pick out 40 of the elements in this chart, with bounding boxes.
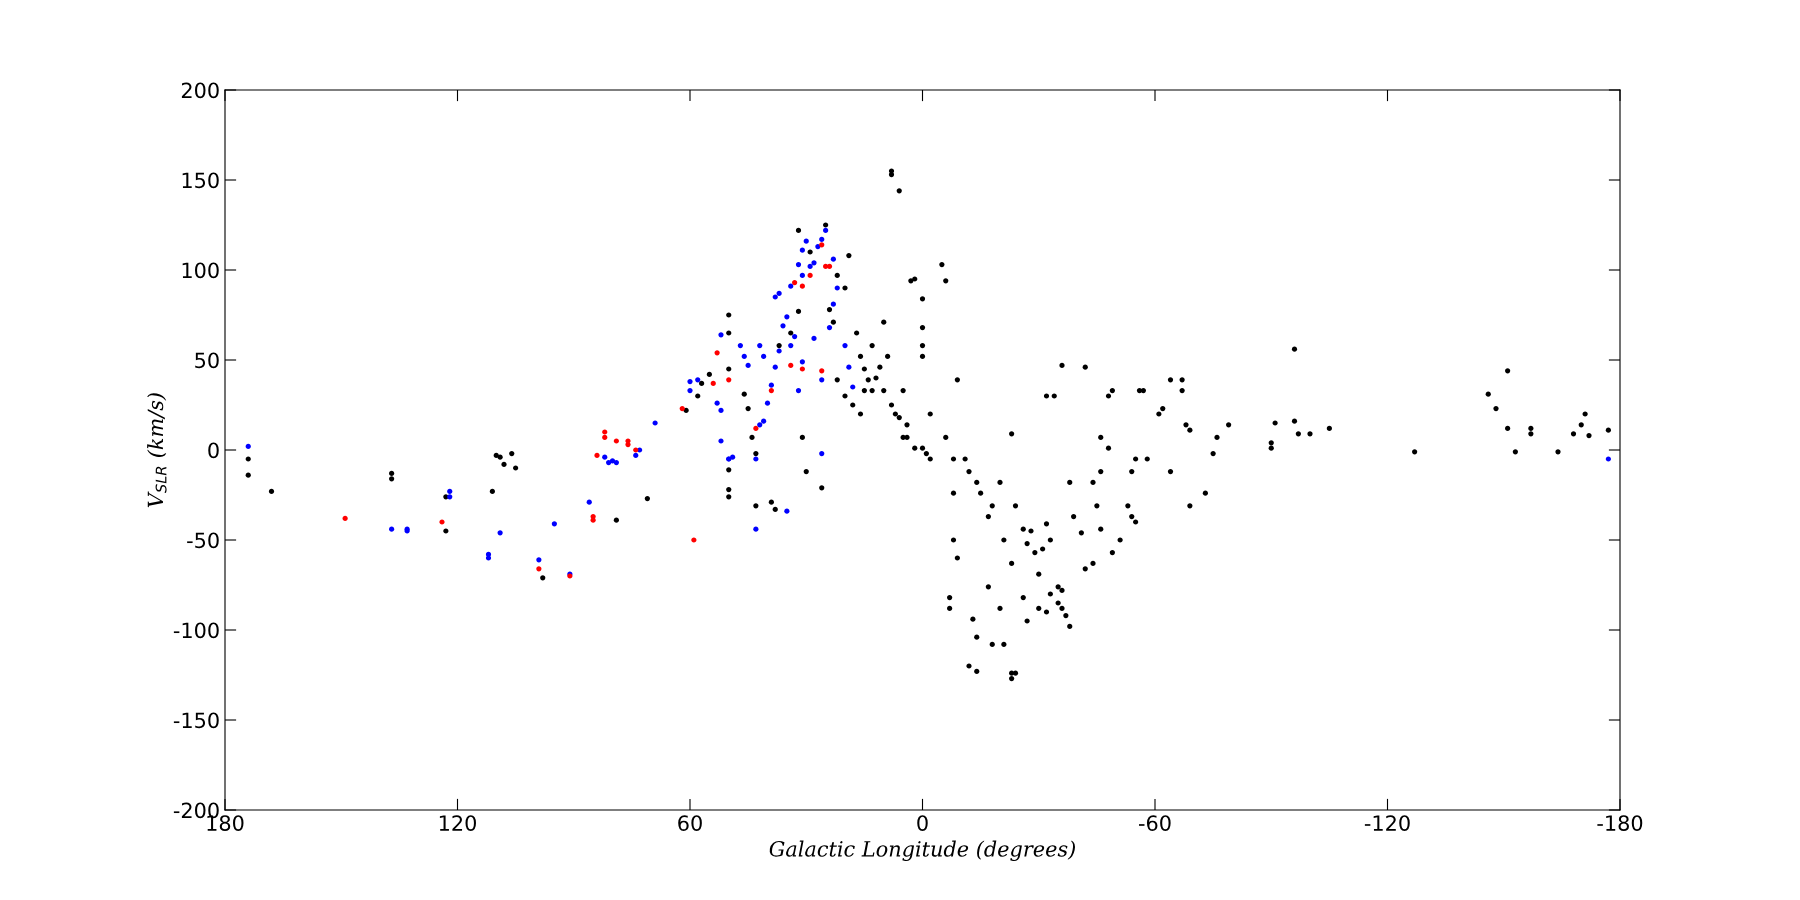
point xyxy=(799,283,805,289)
point xyxy=(807,272,813,278)
point xyxy=(439,519,445,525)
x-tick-label: 60 xyxy=(678,815,702,831)
x-tick-label: -120 xyxy=(1364,815,1410,831)
y-tick-label: 150 xyxy=(182,172,219,189)
y-tick-label: 200 xyxy=(181,82,219,99)
point xyxy=(726,377,732,383)
point xyxy=(342,515,348,521)
point xyxy=(826,263,833,269)
x-tick-label: -60 xyxy=(1139,815,1171,831)
y-tick-label: -50 xyxy=(187,532,219,549)
point xyxy=(819,368,825,374)
y-axis-title: V$_{SLR}$ (km/s) xyxy=(147,393,167,508)
point xyxy=(788,362,794,368)
point xyxy=(613,438,619,444)
point xyxy=(536,566,542,572)
point xyxy=(819,242,825,248)
point xyxy=(753,425,759,431)
point xyxy=(602,434,608,440)
x-tick-label: 120 xyxy=(439,815,476,831)
point xyxy=(691,537,697,543)
x-axis-title: Galactic Longitude (degrees) xyxy=(769,840,1075,862)
point xyxy=(633,447,639,453)
point xyxy=(710,380,716,386)
point xyxy=(625,442,631,448)
y-tick-label: -150 xyxy=(173,712,219,729)
y-tick-label: 0 xyxy=(208,442,219,459)
point xyxy=(679,406,685,412)
point xyxy=(792,280,798,286)
point xyxy=(768,388,774,394)
x-tick-label: 0 xyxy=(917,815,928,831)
point xyxy=(799,366,805,372)
point xyxy=(594,452,600,458)
y-tick-label: 100 xyxy=(182,262,219,279)
point xyxy=(714,350,720,356)
y-tick-label: 50 xyxy=(195,352,219,369)
y-tick-label: -100 xyxy=(173,622,219,639)
x-tick-label: -180 xyxy=(1597,815,1643,831)
point xyxy=(602,429,608,435)
